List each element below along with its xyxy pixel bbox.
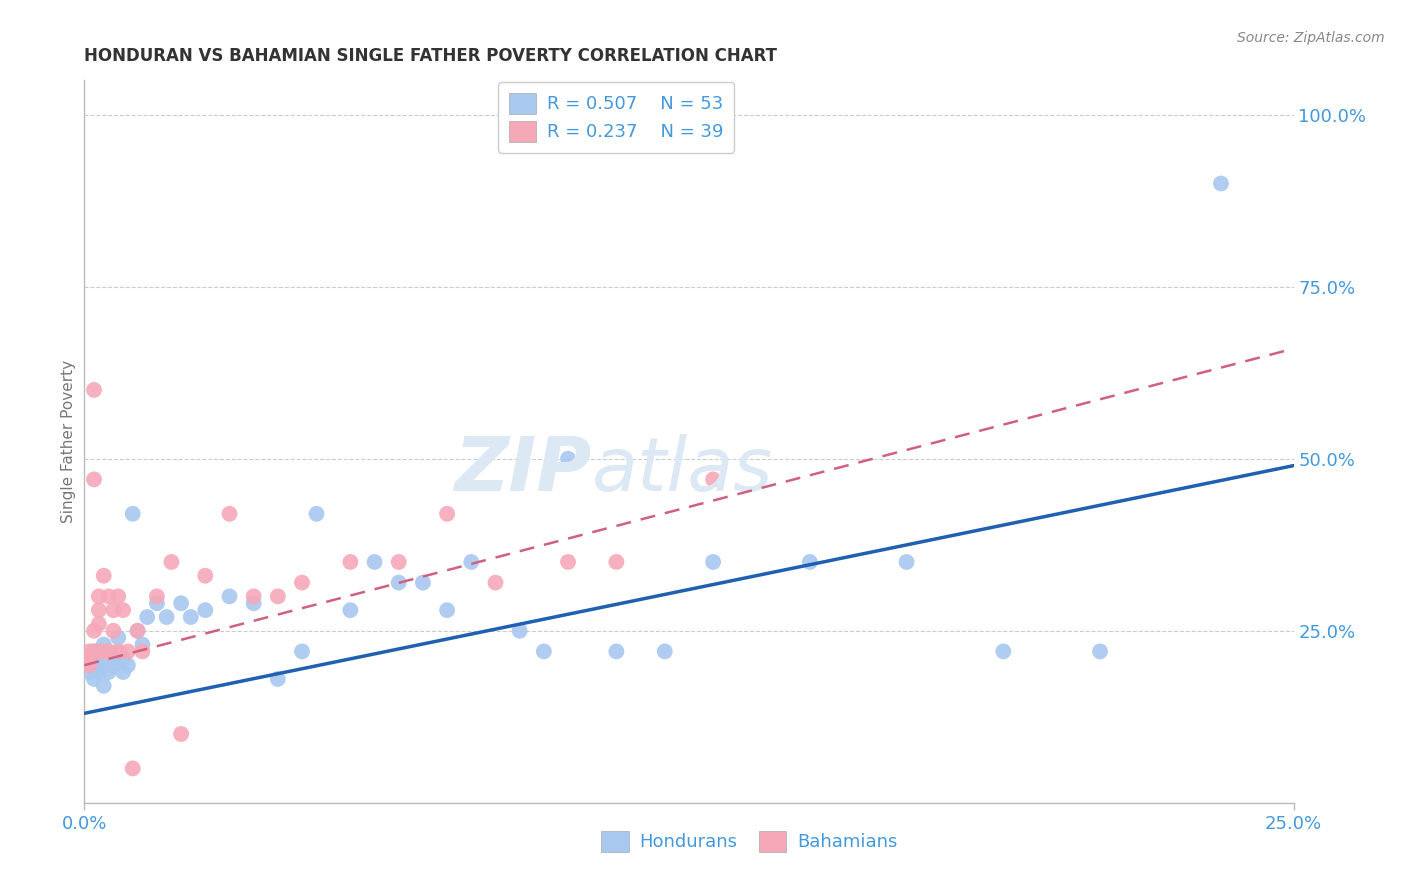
Point [267, 672, 290, 686]
Point [436, 507, 458, 521]
Point [77, 651, 100, 665]
Point [194, 603, 217, 617]
Point [93, 651, 115, 665]
Point [93, 638, 115, 652]
Point [87, 651, 110, 665]
Point [83, 672, 105, 686]
Point [339, 555, 361, 569]
Text: atlas: atlas [592, 434, 773, 507]
Point [127, 624, 149, 638]
Point [180, 610, 202, 624]
Point [93, 679, 115, 693]
Point [97, 665, 120, 679]
Point [218, 507, 240, 521]
Point [170, 727, 193, 741]
Point [291, 575, 314, 590]
Point [170, 596, 193, 610]
Point [412, 575, 434, 590]
Point [107, 590, 129, 604]
Point [702, 472, 724, 486]
Point [87, 616, 110, 631]
Point [87, 644, 110, 658]
Point [121, 761, 143, 775]
Text: HONDURAN VS BAHAMIAN SINGLE FATHER POVERTY CORRELATION CHART: HONDURAN VS BAHAMIAN SINGLE FATHER POVER… [84, 47, 778, 65]
Point [654, 644, 676, 658]
Point [77, 651, 100, 665]
Text: ZIP: ZIP [456, 434, 592, 507]
Point [702, 555, 724, 569]
Point [339, 603, 361, 617]
Point [131, 644, 153, 658]
Point [97, 658, 120, 673]
Point [127, 624, 149, 638]
Point [218, 590, 240, 604]
Point [112, 651, 135, 665]
Point [484, 575, 506, 590]
Point [146, 590, 169, 604]
Point [87, 603, 110, 617]
Point [87, 644, 110, 658]
Point [117, 644, 139, 658]
Point [267, 590, 290, 604]
Point [87, 590, 110, 604]
Point [136, 610, 159, 624]
Point [83, 383, 105, 397]
Point [436, 603, 458, 617]
Point [121, 507, 143, 521]
Point [1209, 177, 1232, 191]
Point [509, 624, 531, 638]
Point [146, 596, 169, 610]
Point [605, 555, 627, 569]
Point [77, 658, 100, 673]
Point [103, 658, 125, 673]
Point [112, 665, 135, 679]
Y-axis label: Single Father Poverty: Single Father Poverty [60, 360, 76, 523]
Text: Source: ZipAtlas.com: Source: ZipAtlas.com [1237, 31, 1385, 45]
Point [83, 472, 105, 486]
Point [363, 555, 385, 569]
Point [97, 644, 120, 658]
Point [557, 451, 579, 466]
Point [896, 555, 918, 569]
Point [87, 665, 110, 679]
Point [83, 624, 105, 638]
Point [388, 555, 411, 569]
Point [242, 590, 264, 604]
Point [112, 603, 135, 617]
Point [605, 644, 627, 658]
Point [83, 644, 105, 658]
Point [93, 568, 115, 582]
Point [460, 555, 482, 569]
Point [131, 638, 153, 652]
Point [557, 555, 579, 569]
Point [83, 658, 105, 673]
Point [103, 651, 125, 665]
Point [97, 590, 120, 604]
Point [97, 644, 120, 658]
Point [103, 603, 125, 617]
Point [117, 658, 139, 673]
Point [993, 644, 1015, 658]
Point [103, 624, 125, 638]
Legend: Hondurans, Bahamians: Hondurans, Bahamians [595, 823, 904, 859]
Point [107, 631, 129, 645]
Point [388, 575, 411, 590]
Point [1088, 644, 1111, 658]
Point [242, 596, 264, 610]
Point [77, 644, 100, 658]
Point [93, 644, 115, 658]
Point [160, 555, 183, 569]
Point [155, 610, 177, 624]
Point [194, 568, 217, 582]
Point [291, 644, 314, 658]
Point [77, 665, 100, 679]
Point [533, 644, 555, 658]
Point [87, 658, 110, 673]
Point [799, 555, 821, 569]
Point [107, 644, 129, 658]
Point [305, 507, 328, 521]
Point [107, 644, 129, 658]
Point [83, 644, 105, 658]
